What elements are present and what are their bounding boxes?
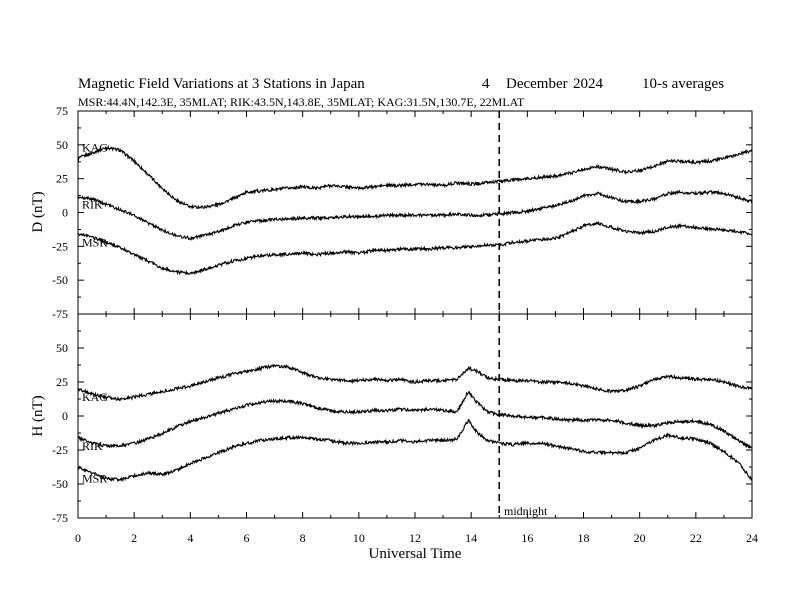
d-y-tick-label: -75 xyxy=(52,307,68,321)
x-tick-label: 6 xyxy=(244,531,250,545)
h-series-rik xyxy=(77,391,753,450)
title-year: 2024 xyxy=(573,76,604,92)
x-tick-label: 16 xyxy=(521,531,533,545)
h-y-tick-label: -25 xyxy=(52,443,68,457)
x-tick-label: 0 xyxy=(75,531,81,545)
d-label-rik: RIK xyxy=(82,197,103,211)
d-y-tick-label: -25 xyxy=(52,239,68,253)
d-y-tick-label: 50 xyxy=(56,138,68,152)
x-tick-label: 20 xyxy=(634,531,646,545)
d-panel-frame xyxy=(77,110,753,315)
h-y-tick-label: -75 xyxy=(52,511,68,525)
d-y-tick-label: 25 xyxy=(56,172,68,186)
h-label-msr: MSR xyxy=(82,472,107,486)
title-day: 4 xyxy=(482,76,490,92)
h-series-msr xyxy=(77,418,753,483)
stations-info: MSR:44.4N,142.3E, 35MLAT; RIK:43.5N,143.… xyxy=(78,95,525,109)
x-tick-label: 8 xyxy=(300,531,306,545)
midnight-label: midnight xyxy=(504,504,548,518)
h-y-tick-label: -50 xyxy=(52,477,68,491)
h-panel-frame xyxy=(77,313,753,519)
title-month: December xyxy=(506,76,568,92)
x-tick-label: 22 xyxy=(690,531,702,545)
h-series-kag xyxy=(77,363,753,402)
chart-title: Magnetic Field Variations at 3 Stations … xyxy=(78,76,365,92)
d-series-kag xyxy=(77,144,752,210)
x-tick-label: 24 xyxy=(746,531,758,545)
x-tick-label: 10 xyxy=(353,531,365,545)
h-label-rik: RIK xyxy=(82,439,103,453)
x-tick-label: 14 xyxy=(465,531,477,545)
d-y-tick-label: 0 xyxy=(62,206,68,220)
d-label-msr: MSR xyxy=(82,235,107,249)
x-tick-label: 4 xyxy=(187,531,193,545)
d-panel: 75 50 25 0 -25 -50 -75 KAG RIK MSR xyxy=(52,104,753,321)
h-axis-label: H (nT) xyxy=(30,395,46,436)
d-y-tick-label: -50 xyxy=(52,273,68,287)
h-label-kag: KAG xyxy=(82,390,108,404)
d-series-rik xyxy=(77,189,753,241)
h-y-tick-label: 25 xyxy=(56,375,68,389)
x-axis-label: Universal Time xyxy=(369,546,462,562)
h-y-tick-label: 50 xyxy=(56,341,68,355)
d-axis-label: D (nT) xyxy=(30,191,46,232)
x-tick-label: 12 xyxy=(409,531,421,545)
x-tick-label: 18 xyxy=(578,531,590,545)
d-y-tick-label: 75 xyxy=(56,104,68,118)
x-tick-label: 2 xyxy=(131,531,137,545)
title-averaging: 10-s averages xyxy=(642,76,724,92)
d-label-kag: KAG xyxy=(82,141,108,155)
h-y-tick-label: 0 xyxy=(62,409,68,423)
d-series-msr xyxy=(77,220,753,276)
